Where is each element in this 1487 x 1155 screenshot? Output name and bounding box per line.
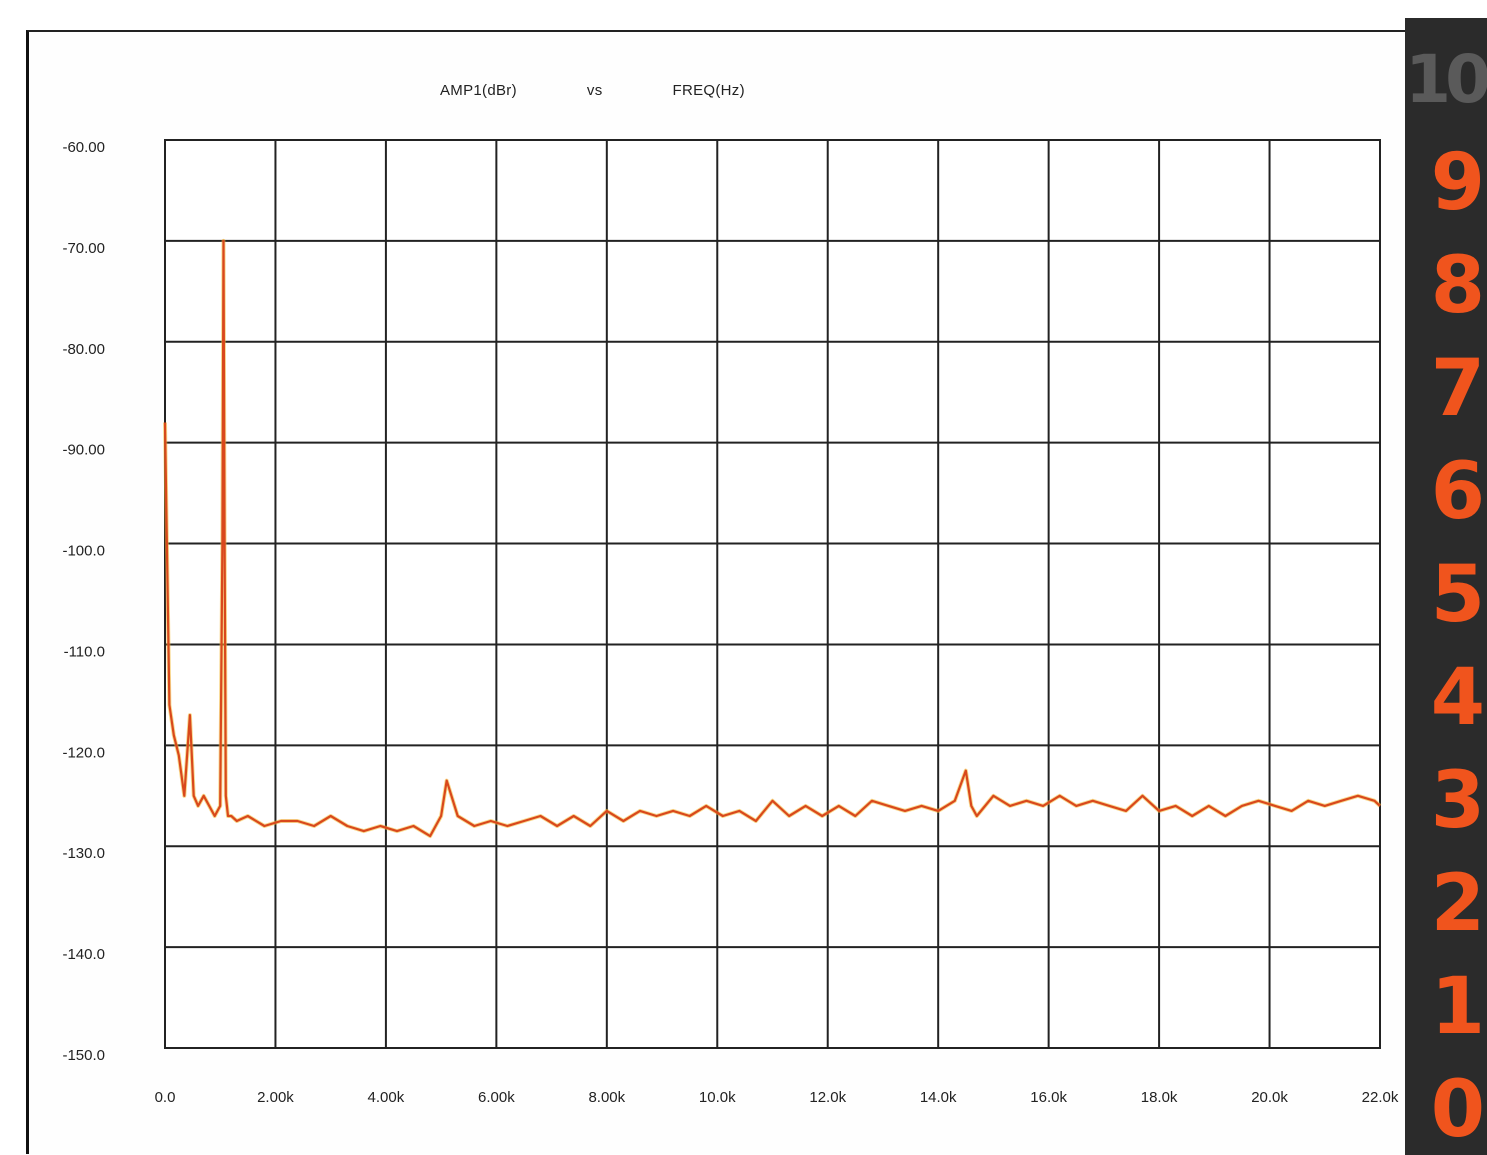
y-tick-label: -70.00 bbox=[62, 240, 105, 257]
y-tick-label: -120.0 bbox=[62, 744, 105, 761]
ruler-number: 4 bbox=[1430, 653, 1485, 743]
ruler-number: 7 bbox=[1430, 344, 1485, 434]
chart-svg: 0.0 2.00k 4.00k 6.00k 8.00k 10.0k 12.0k 14.0k 16… bbox=[62, 139, 1399, 1106]
side-ruler: 10 9 8 7 6 5 4 3 2 1 0 bbox=[1405, 18, 1487, 1155]
y-tick-label: -80.00 bbox=[62, 341, 105, 358]
chart-title: AMP1(dBr) vs FREQ(Hz) bbox=[440, 82, 745, 99]
y-tick-label: -130.0 bbox=[62, 845, 105, 862]
plot-area bbox=[164, 139, 1381, 1049]
x-tick-label: 10.0k bbox=[699, 1089, 736, 1106]
ruler-number: 10 bbox=[1405, 41, 1487, 118]
x-tick-label: 2.00k bbox=[257, 1089, 294, 1106]
series-line bbox=[163, 239, 1381, 838]
y-tick-label: -90.00 bbox=[62, 442, 105, 459]
ruler-number: 2 bbox=[1430, 859, 1485, 949]
ruler-number: 0 bbox=[1430, 1065, 1485, 1155]
y-tick-label: -60.00 bbox=[62, 139, 105, 156]
x-tick-label: 22.0k bbox=[1362, 1089, 1399, 1106]
title-x-variable: FREQ(Hz) bbox=[672, 82, 745, 99]
x-tick-label: 4.00k bbox=[368, 1089, 405, 1106]
y-tick-label: -140.0 bbox=[62, 946, 105, 963]
x-tick-label: 12.0k bbox=[809, 1089, 846, 1106]
x-tick-label: 0.0 bbox=[155, 1089, 176, 1106]
title-y-variable: AMP1(dBr) bbox=[440, 82, 517, 99]
ruler-number: 1 bbox=[1430, 962, 1485, 1052]
ruler-number: 8 bbox=[1430, 241, 1485, 331]
y-tick-label: -100.0 bbox=[62, 543, 105, 560]
x-tick-label: 6.00k bbox=[478, 1089, 515, 1106]
x-tick-label: 8.00k bbox=[588, 1089, 625, 1106]
y-tick-label: -110.0 bbox=[64, 643, 105, 660]
x-tick-label: 20.0k bbox=[1251, 1089, 1288, 1106]
ruler-number: 3 bbox=[1430, 756, 1485, 846]
ruler-number: 9 bbox=[1430, 138, 1485, 228]
x-tick-label: 16.0k bbox=[1030, 1089, 1067, 1106]
title-vs: vs bbox=[586, 82, 603, 99]
ruler-number: 5 bbox=[1430, 550, 1485, 640]
ruler-number: 6 bbox=[1430, 447, 1485, 537]
x-tick-label: 18.0k bbox=[1141, 1089, 1178, 1106]
y-tick-label: -150.0 bbox=[62, 1047, 105, 1064]
x-tick-label: 14.0k bbox=[920, 1089, 957, 1106]
